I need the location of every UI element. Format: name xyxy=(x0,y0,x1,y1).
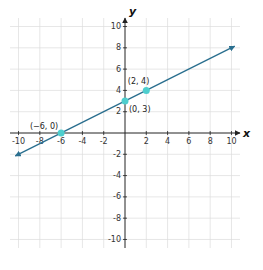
x-tick xyxy=(231,131,232,135)
y-tick xyxy=(123,175,127,176)
point-label: (2, 4) xyxy=(128,77,150,86)
point xyxy=(122,98,129,105)
point-label: (0, 3) xyxy=(129,105,151,114)
x-tick-label: -6 xyxy=(57,137,65,146)
grid-line-x xyxy=(231,18,232,248)
point-label: (−6, 0) xyxy=(30,122,58,131)
y-tick xyxy=(123,26,127,27)
x-tick-label: 6 xyxy=(186,137,191,146)
grid-line-y xyxy=(10,26,240,27)
grid-line-y xyxy=(10,47,240,48)
y-tick-label: -8 xyxy=(113,214,121,223)
grid-line-x xyxy=(82,18,83,248)
x-tick-label: -2 xyxy=(100,137,108,146)
y-tick-label: -4 xyxy=(113,171,121,180)
y-tick-label: 4 xyxy=(116,86,121,95)
x-axis-label: x xyxy=(242,127,251,140)
x-tick-label: 2 xyxy=(144,137,149,146)
y-tick-label: 10 xyxy=(111,22,121,31)
grid-line-y xyxy=(10,218,240,219)
grid-line-x xyxy=(146,18,147,248)
y-tick-label: 2 xyxy=(116,107,121,116)
y-tick-label: -6 xyxy=(113,192,121,201)
y-tick xyxy=(123,218,127,219)
y-tick xyxy=(123,69,127,70)
point xyxy=(58,130,65,137)
x-tick-label: -10 xyxy=(12,137,25,146)
x-tick-label: -4 xyxy=(78,137,86,146)
axes: -10-8-6-4-2246810-10-8-6-4-2246810 xyxy=(10,18,240,248)
grid-line-y xyxy=(10,69,240,70)
x-tick xyxy=(188,131,189,135)
grid-line-y xyxy=(10,175,240,176)
line xyxy=(15,46,234,156)
x-tick xyxy=(103,131,104,135)
grid-line-x xyxy=(210,18,211,248)
y-axis-line xyxy=(125,18,126,248)
x-tick xyxy=(210,131,211,135)
point xyxy=(143,87,150,94)
grid-line-y xyxy=(10,90,240,91)
y-tick xyxy=(123,90,127,91)
y-axis-label: y xyxy=(129,5,137,18)
chart: -10-8-6-4-2246810-10-8-6-4-2246810xy(−6,… xyxy=(0,0,263,270)
y-tick xyxy=(123,47,127,48)
plot-data xyxy=(15,46,234,156)
y-tick xyxy=(123,239,127,240)
grid-line-x xyxy=(18,18,19,248)
x-tick xyxy=(82,131,83,135)
x-tick xyxy=(146,131,147,135)
grid-line-y xyxy=(10,196,240,197)
x-tick-label: 10 xyxy=(226,137,236,146)
x-tick xyxy=(167,131,168,135)
x-tick-label: 8 xyxy=(208,137,213,146)
grid-line-x xyxy=(103,18,104,248)
y-tick-label: -10 xyxy=(108,235,121,244)
chart-container: -10-8-6-4-2246810-10-8-6-4-2246810xy(−6,… xyxy=(0,0,263,270)
grid-line-y xyxy=(10,239,240,240)
y-tick xyxy=(123,111,127,112)
grid xyxy=(10,18,240,248)
x-tick xyxy=(39,131,40,135)
grid-line-x xyxy=(39,18,40,248)
x-tick xyxy=(18,131,19,135)
grid-line-y xyxy=(10,111,240,112)
y-tick-label: 6 xyxy=(116,65,121,74)
grid-line-x xyxy=(167,18,168,248)
labels: (−6, 0) (0, 3) (2, 4) xyxy=(30,77,151,131)
x-tick-label: 4 xyxy=(165,137,170,146)
y-tick xyxy=(123,196,127,197)
y-tick-label: -2 xyxy=(113,150,121,159)
y-tick-label: 8 xyxy=(116,43,121,52)
grid-line-y xyxy=(10,154,240,155)
y-tick xyxy=(123,154,127,155)
grid-line-x xyxy=(188,18,189,248)
